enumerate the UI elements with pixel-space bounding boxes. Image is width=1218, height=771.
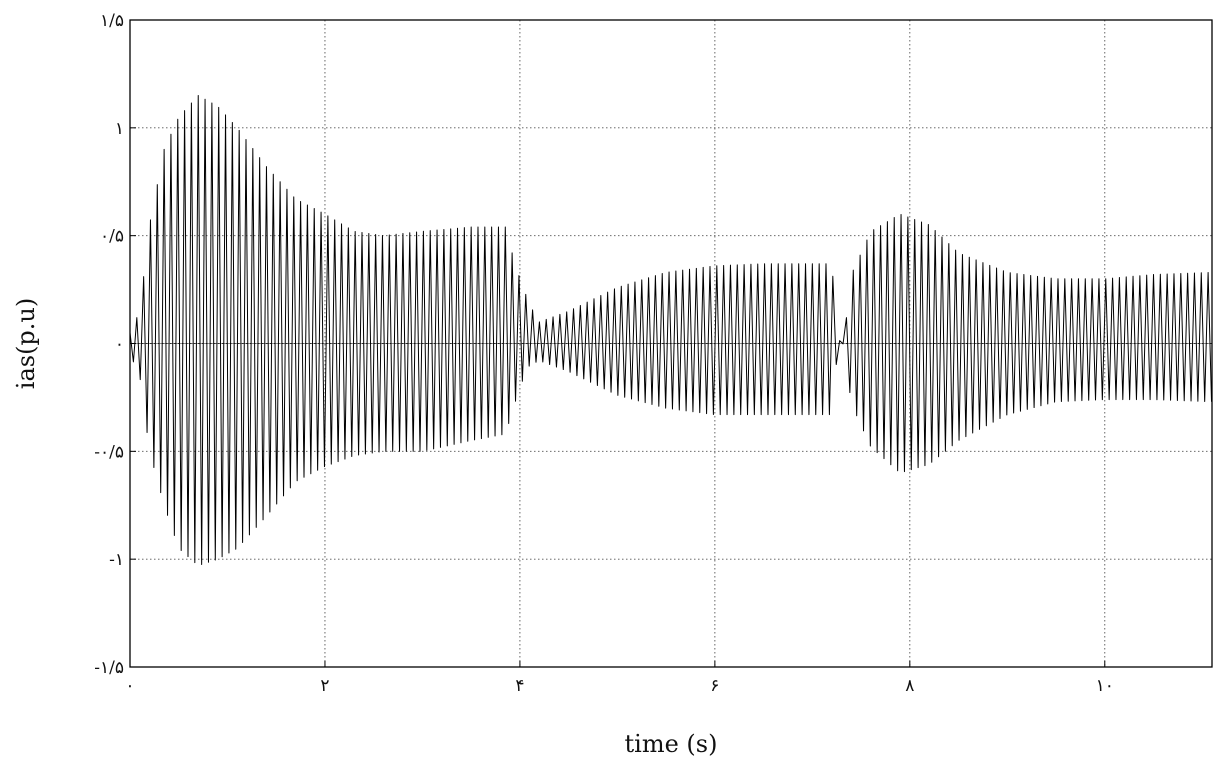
y-tick-label: -۰/۵ (94, 442, 124, 462)
x-tick-label: ٨ (905, 676, 914, 696)
y-tick-label: ۱/۵ (100, 11, 124, 31)
plot-area (129, 94, 1213, 565)
y-tick-label: ۰/۵ (100, 227, 124, 247)
y-tick-label: ۱ (115, 119, 124, 139)
x-tick-label: ۶ (710, 676, 719, 696)
y-tick-label: -۱ (109, 550, 124, 570)
y-tick-label: ۰ (115, 335, 124, 355)
axis-ticks: ٠ ٢ ۴ ۶ ٨ ١٠ ۱/۵ ۱ ۰/۵ ۰ -۰/۵ -۱ -۱/۵ (94, 11, 1114, 696)
series-line-0 (129, 94, 1213, 565)
x-tick-label: ٠ (125, 676, 134, 696)
x-axis-title: time (s) (625, 730, 718, 758)
y-tick-label: -۱/۵ (94, 658, 124, 678)
x-tick-label: ٢ (320, 676, 329, 696)
x-tick-label: ۴ (515, 676, 524, 696)
x-tick-label: ١٠ (1096, 676, 1114, 696)
y-axis-title: ias(p.u) (12, 298, 40, 389)
